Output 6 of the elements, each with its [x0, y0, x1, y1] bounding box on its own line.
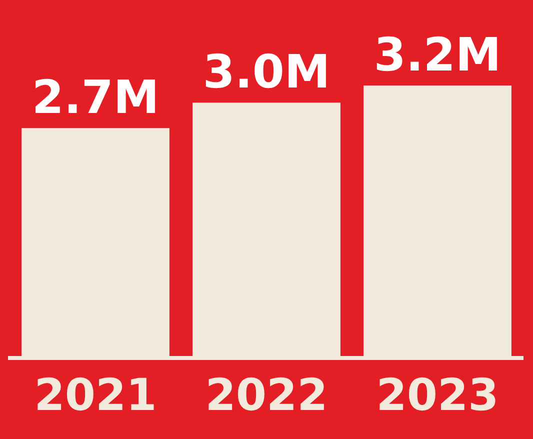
- x-tick-label: 2023: [376, 370, 499, 422]
- data-label: 3.2M: [374, 28, 502, 82]
- x-tick-label: 2021: [34, 370, 157, 422]
- data-label: 2.7M: [32, 70, 160, 124]
- x-tick-label: 2022: [205, 370, 328, 422]
- data-label: 3.0M: [202, 44, 330, 99]
